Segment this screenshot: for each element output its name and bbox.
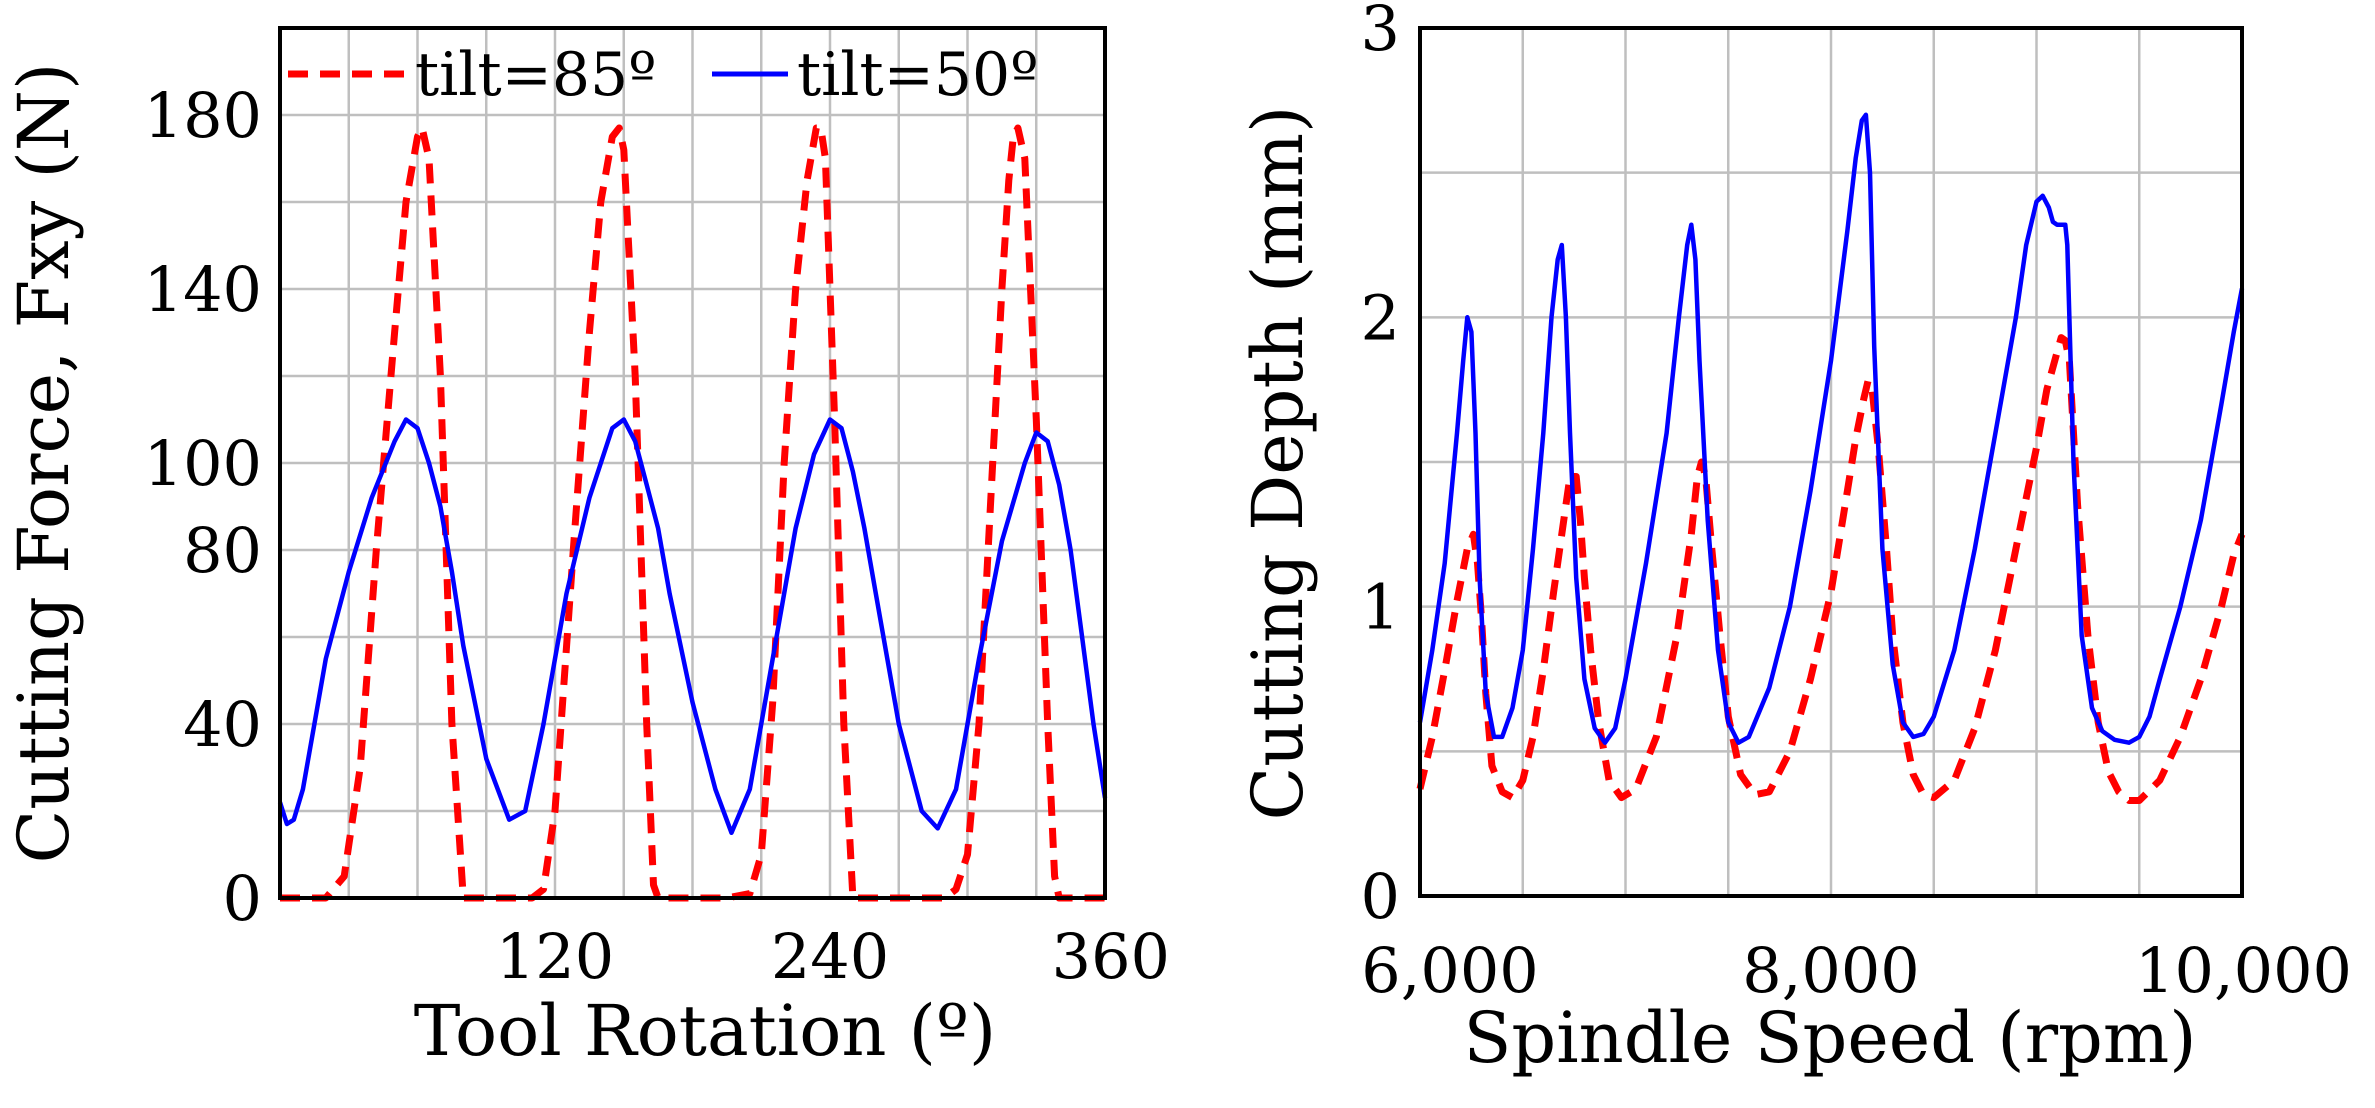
right-x-tick-label: 10,000 (2135, 934, 2352, 1007)
left-y-tick-label: 180 (144, 79, 262, 152)
left-series-tilt50-line (277, 417, 1108, 836)
left-x-tick-labels: 120 240 360 (496, 920, 1170, 993)
right-x-tick-label: 8,000 (1742, 934, 1920, 1007)
right-x-axis-label: Spindle Speed (rpm) (1463, 997, 2196, 1079)
right-y-tick-label: 2 (1361, 281, 1400, 354)
left-y-tick-labels: 0 40 80 100 140 180 (144, 79, 262, 935)
right-y-tick-label: 3 (1361, 0, 1400, 65)
right-x-tick-labels: 6,000 8,000 10,000 (1361, 934, 2352, 1007)
right-x-tick-label: 6,000 (1361, 934, 1539, 1007)
left-series (277, 124, 1108, 902)
right-series (1416, 112, 2246, 804)
legend-label-tilt85: tilt=85º (415, 40, 656, 110)
left-y-tick-label: 140 (144, 253, 262, 326)
left-y-axis-label: Cutting Force, Fxy (N) (3, 63, 85, 864)
right-grid (1418, 26, 2244, 898)
left-chart: 0 40 80 100 140 180 120 240 360 Tool Rotation (… (3, 26, 1170, 1072)
left-series-tilt85-line (280, 124, 1105, 902)
right-y-tick-label: 0 (1361, 860, 1400, 933)
left-grid (278, 26, 1107, 900)
right-y-tick-labels: 0 1 2 3 (1361, 0, 1400, 933)
left-plot-frame (278, 26, 1107, 900)
left-y-tick-label: 80 (183, 514, 262, 587)
left-x-tick-label: 120 (496, 920, 614, 993)
right-y-axis-label: Cutting Depth (mm) (1237, 106, 1319, 821)
right-plot-frame (1418, 26, 2244, 898)
right-series-tilt50-line (1417, 112, 2245, 745)
left-y-tick-label: 40 (183, 688, 262, 761)
legend-label-tilt50: tilt=50º (797, 40, 1038, 110)
right-y-tick-label: 1 (1361, 571, 1400, 644)
left-y-tick-label: 100 (144, 427, 262, 500)
left-y-tick-label: 0 (223, 862, 262, 935)
right-chart: 0 1 2 3 6,000 8,000 10,000 Spindle Speed (rpm… (1237, 0, 2352, 1079)
left-x-tick-label: 240 (771, 920, 889, 993)
left-x-axis-label: Tool Rotation (º) (414, 990, 996, 1072)
legend: tilt=85º tilt=50º (288, 40, 1038, 110)
left-x-tick-label: 360 (1052, 920, 1170, 993)
